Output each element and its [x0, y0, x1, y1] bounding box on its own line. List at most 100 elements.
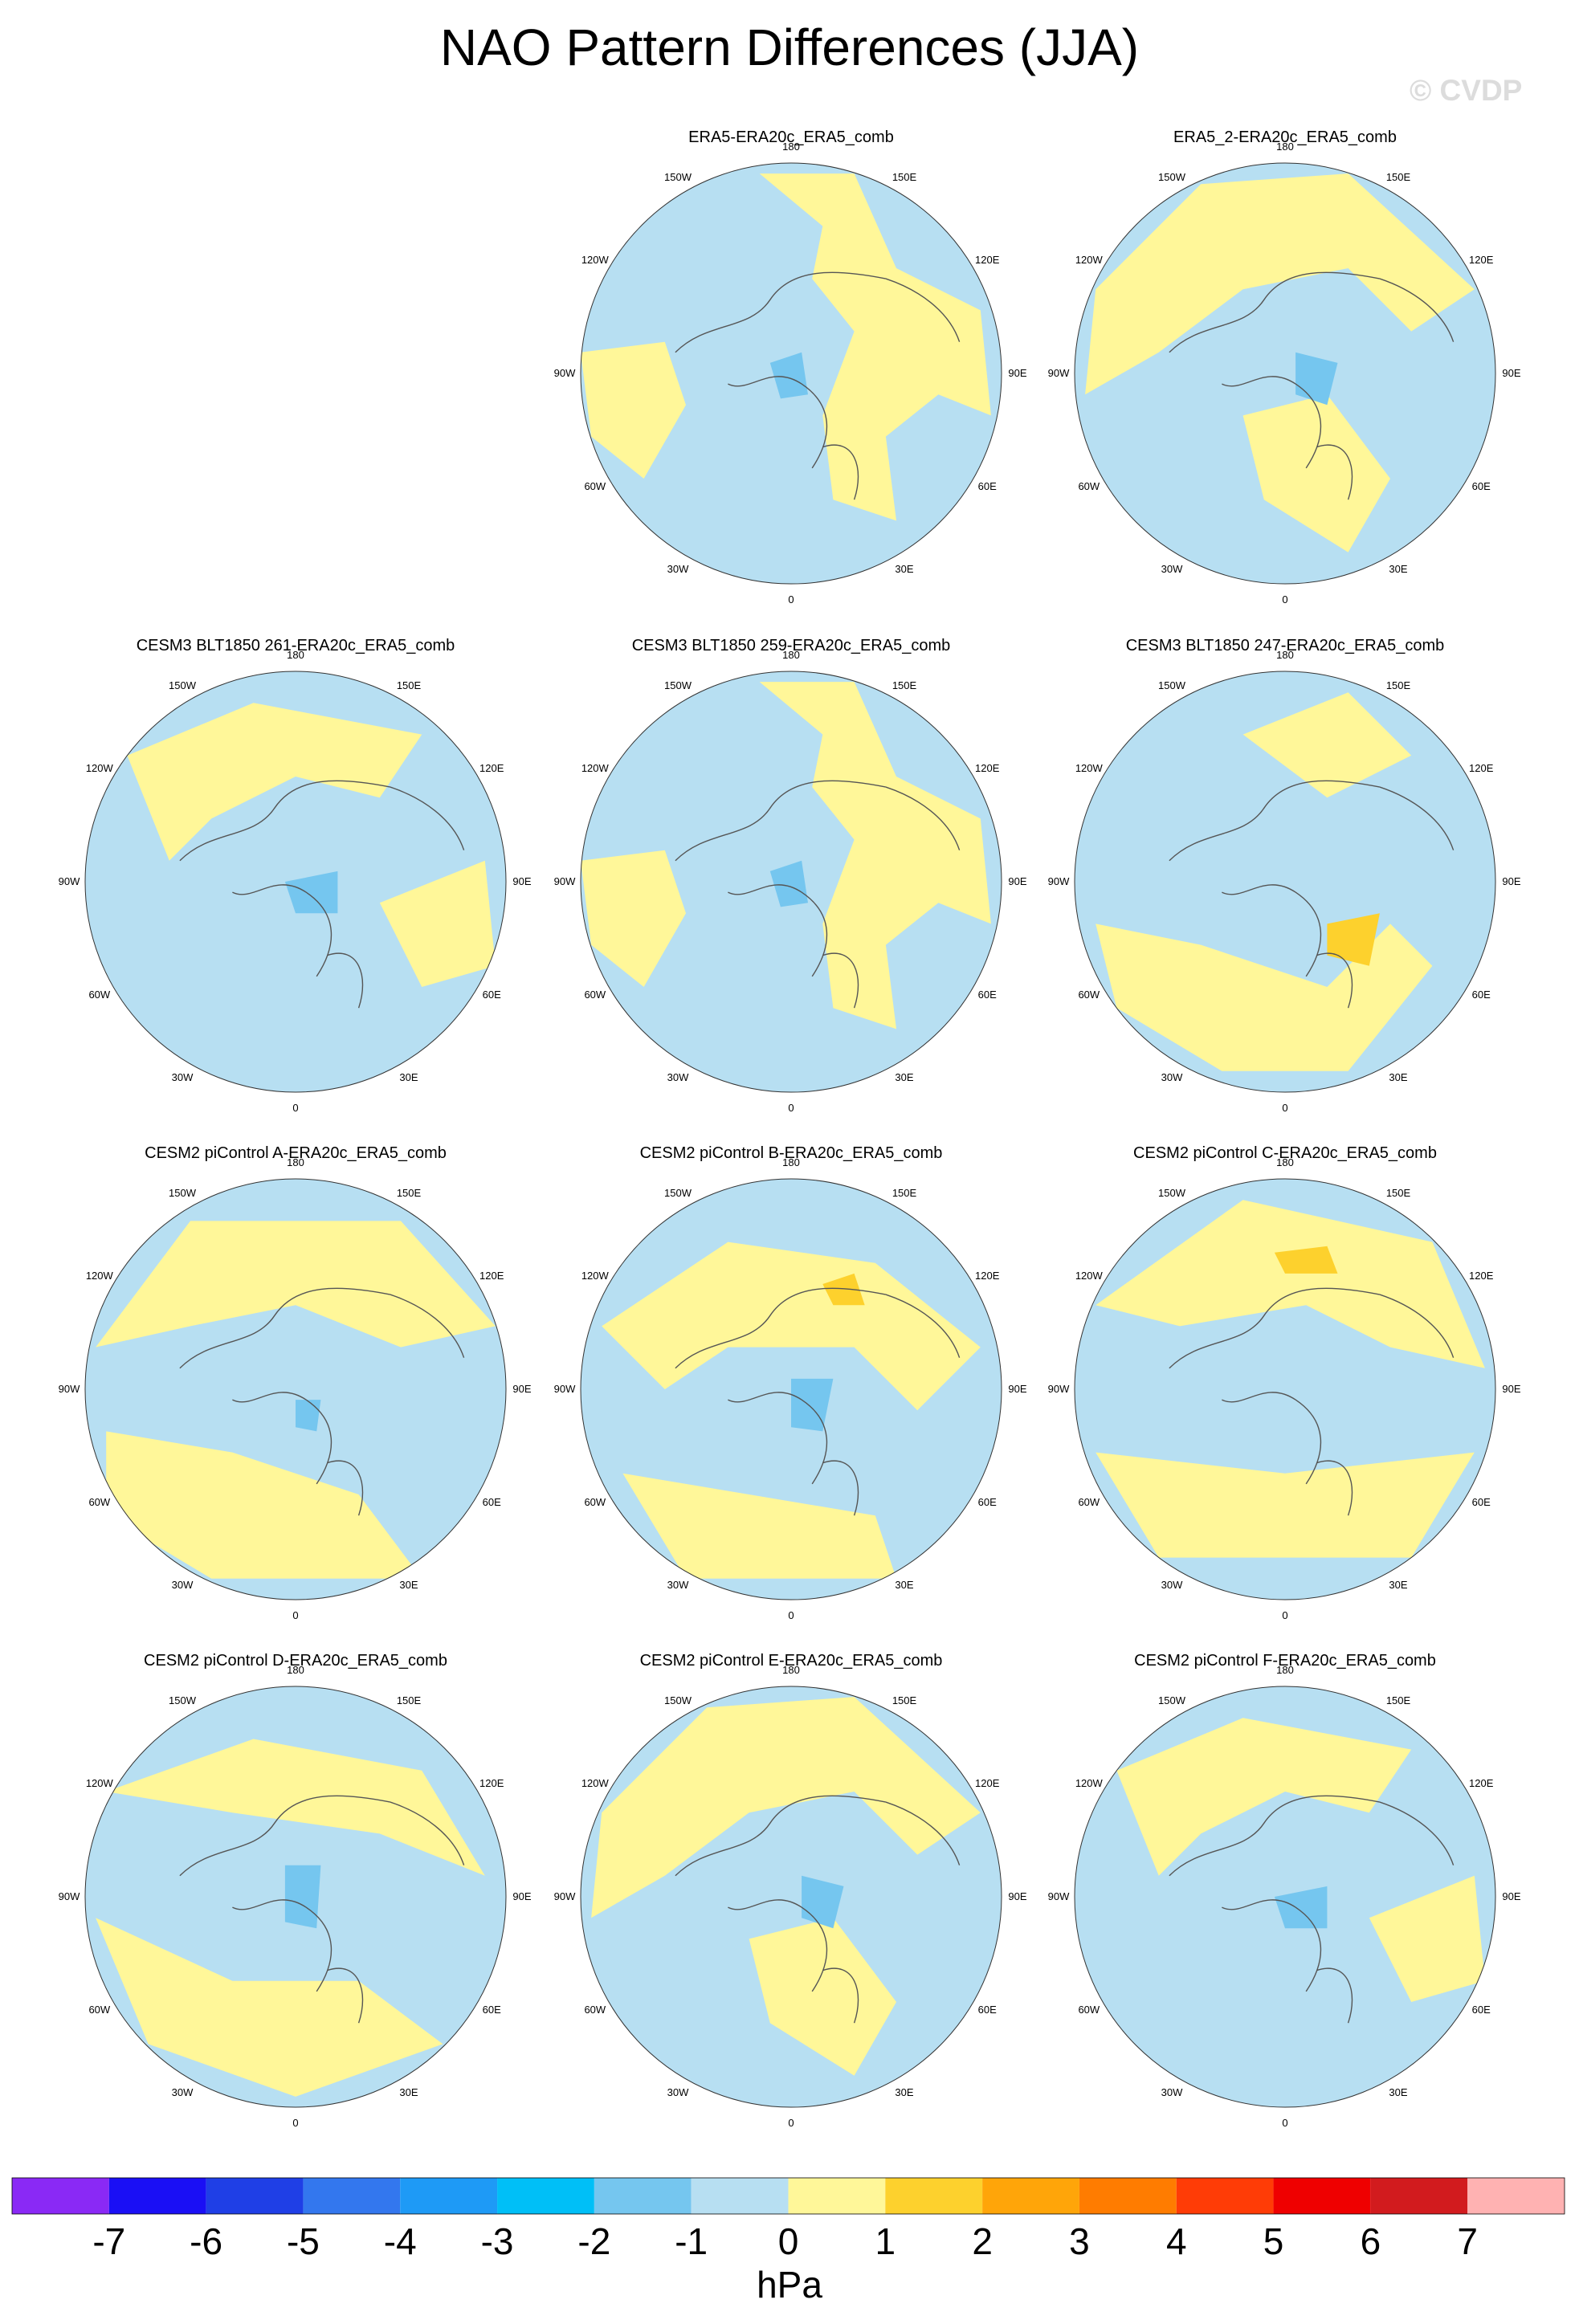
longitude-label: 180: [287, 649, 304, 661]
longitude-label: 60W: [584, 1496, 606, 1508]
colorbar-tick-label: 4: [1166, 2220, 1187, 2262]
anomaly-region: [296, 1400, 321, 1432]
longitude-label: 30E: [1389, 563, 1407, 575]
colorbar-swatch: [497, 2178, 594, 2214]
coastline: [390, 1294, 465, 1358]
longitude-label: 60W: [584, 480, 606, 492]
colorbar-swatch: [594, 2178, 692, 2214]
longitude-label: 150W: [664, 1187, 692, 1199]
longitude-label: 0: [1282, 1102, 1287, 1114]
longitude-label: 120E: [1469, 254, 1494, 266]
longitude-label: 120E: [1469, 1270, 1494, 1282]
coastline: [1222, 1899, 1322, 1992]
colorbar-swatch: [108, 2178, 206, 2214]
longitude-label: 60W: [1078, 989, 1100, 1001]
polar-map-cesm2-c: 180 150E 120E 90E 60E 30E 0 30W 60W 90W 120W 150W: [1048, 1156, 1521, 1621]
longitude-label: 60W: [584, 2004, 606, 2016]
longitude-label: 60E: [1472, 989, 1491, 1001]
anomaly-region: [602, 1242, 981, 1411]
anomaly-region: [1274, 1246, 1338, 1274]
anomaly-region: [379, 860, 496, 987]
longitude-label: 30W: [1161, 1579, 1183, 1591]
colorbar-swatch: [982, 2178, 1079, 2214]
anomaly-region: [127, 703, 422, 861]
longitude-label: 120W: [86, 1270, 114, 1282]
map-boundary: [580, 1686, 1002, 2108]
coastline: [327, 952, 364, 1009]
longitude-label: 0: [292, 2117, 298, 2129]
longitude-label: 120E: [479, 1270, 504, 1282]
coastline: [675, 1287, 887, 1369]
longitude-label: 60E: [1472, 2004, 1491, 2016]
colorbar-tick-label: 7: [1457, 2220, 1478, 2262]
anomaly-region: [622, 1473, 896, 1579]
anomaly-region: [769, 352, 808, 399]
colorbar-swatch: [788, 2178, 886, 2214]
longitude-label: 120W: [1075, 1777, 1104, 1789]
coastline: [728, 884, 828, 977]
longitude-label: 90W: [1048, 367, 1070, 379]
longitude-label: 0: [1282, 2117, 1287, 2129]
longitude-label: 180: [782, 1156, 800, 1168]
figure-title: NAO Pattern Differences (JJA): [439, 18, 1140, 76]
polar-map-cesm2-a: 180 150E 120E 90E 60E 30E 0 30W 60W 90W 120W 150W: [59, 1156, 532, 1621]
longitude-label: 150E: [892, 1694, 917, 1706]
longitude-label: 90E: [1008, 1383, 1026, 1395]
longitude-label: 120E: [479, 1777, 504, 1789]
longitude-label: 90E: [1008, 367, 1026, 379]
longitude-label: 0: [292, 1609, 298, 1621]
longitude-label: 120W: [581, 1270, 610, 1282]
map-boundary: [580, 162, 1002, 585]
coastline: [1169, 1795, 1381, 1877]
colorbar-tick-label: -7: [92, 2220, 125, 2262]
longitude-label: 60W: [88, 989, 110, 1001]
coastline: [822, 952, 859, 1009]
coastline: [1169, 780, 1381, 862]
panel-title: CESM3 BLT1850 259-ERA20c_ERA5_comb: [631, 637, 951, 654]
coastline: [885, 1801, 961, 1865]
coastline: [675, 1795, 887, 1877]
longitude-label: 120E: [975, 762, 1000, 774]
longitude-label: 30E: [399, 1579, 418, 1591]
longitude-label: 150W: [664, 171, 692, 183]
longitude-label: 60W: [584, 989, 606, 1001]
coastline: [1379, 1801, 1455, 1865]
longitude-label: 30W: [1161, 563, 1183, 575]
longitude-label: 180: [782, 1664, 800, 1676]
anomaly-region: [96, 1221, 496, 1348]
longitude-label: 180: [782, 649, 800, 661]
coastline: [390, 1801, 465, 1865]
longitude-label: 60E: [978, 1496, 997, 1508]
longitude-label: 90W: [59, 1383, 80, 1395]
longitude-label: 120E: [975, 1270, 1000, 1282]
longitude-label: 30W: [172, 1071, 194, 1083]
anomaly-region: [1274, 1886, 1328, 1929]
colorbar-tick-label: 6: [1361, 2220, 1381, 2262]
longitude-label: 180: [1276, 649, 1294, 661]
longitude-label: 30E: [1389, 1071, 1407, 1083]
longitude-label: 90E: [1502, 367, 1520, 379]
coastline: [885, 786, 961, 850]
longitude-label: 90W: [554, 1383, 576, 1395]
longitude-label: 150E: [892, 1187, 917, 1199]
map-boundary: [84, 1686, 507, 2108]
coastline: [232, 884, 333, 977]
coastline: [1379, 786, 1455, 850]
longitude-label: 150E: [1386, 1694, 1411, 1706]
longitude-label: 120W: [1075, 1270, 1104, 1282]
longitude-label: 90W: [554, 367, 576, 379]
coastline: [1222, 1392, 1322, 1485]
longitude-label: 30E: [895, 563, 913, 575]
polar-map-cesm2-b: 180 150E 120E 90E 60E 30E 0 30W 60W 90W 120W 150W: [554, 1156, 1027, 1621]
longitude-label: 30E: [1389, 2086, 1407, 2098]
panel-title: CESM2 piControl A-ERA20c_ERA5_comb: [145, 1144, 447, 1162]
map-boundary: [1074, 1178, 1496, 1600]
map-boundary: [1074, 671, 1496, 1093]
anomaly-region: [769, 860, 808, 907]
coastline: [179, 780, 391, 862]
anomaly-region: [106, 1739, 485, 1876]
polar-map-cesm3-261: 180 150E 120E 90E 60E 30E 0 30W 60W 90W 120W 150W: [59, 649, 532, 1114]
longitude-label: 30E: [895, 2086, 913, 2098]
coastline: [675, 271, 887, 353]
anomaly-region: [1096, 1452, 1475, 1558]
